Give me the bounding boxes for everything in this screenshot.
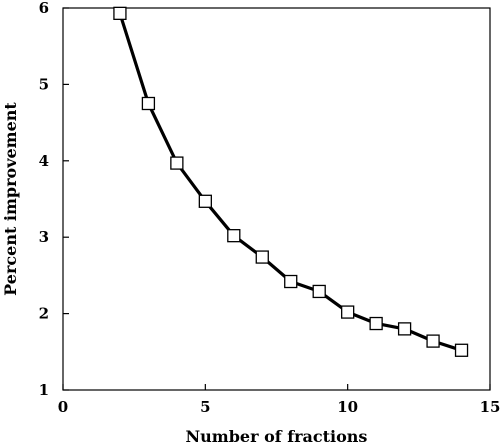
- plot-frame: [62, 7, 491, 391]
- axes: [62, 7, 491, 391]
- x-axis-label: Number of fractions: [186, 427, 368, 446]
- data-point: [454, 343, 469, 357]
- y-tick-label: 5: [39, 75, 49, 93]
- data-point: [198, 194, 212, 208]
- ticks: 0 5 10 15 1 2 3 4 5 6: [39, 0, 500, 416]
- y-axis-label: Percent improvement: [1, 102, 20, 296]
- data-point: [397, 322, 412, 336]
- data-point: [312, 284, 326, 299]
- x-tick-label: 15: [480, 398, 500, 416]
- data-point: [341, 305, 355, 319]
- series-markers: [113, 6, 469, 357]
- series-lines: [118, 12, 462, 352]
- data-point: [227, 229, 241, 243]
- data-point: [426, 334, 440, 348]
- x-tick-label: 10: [337, 398, 358, 416]
- y-tick-label: 1: [39, 381, 49, 399]
- data-point: [369, 316, 383, 331]
- data-point: [113, 6, 127, 20]
- data-point: [284, 274, 298, 289]
- y-tick-label: 6: [39, 0, 49, 17]
- data-point: [141, 96, 156, 111]
- y-tick-label: 2: [39, 305, 49, 323]
- series-line: [118, 12, 462, 352]
- data-point: [170, 156, 184, 170]
- y-tick-label: 4: [39, 152, 49, 170]
- data-point: [255, 250, 269, 264]
- x-tick-label: 0: [58, 398, 68, 416]
- x-tick-label: 5: [200, 398, 210, 416]
- y-tick-label: 3: [39, 228, 49, 246]
